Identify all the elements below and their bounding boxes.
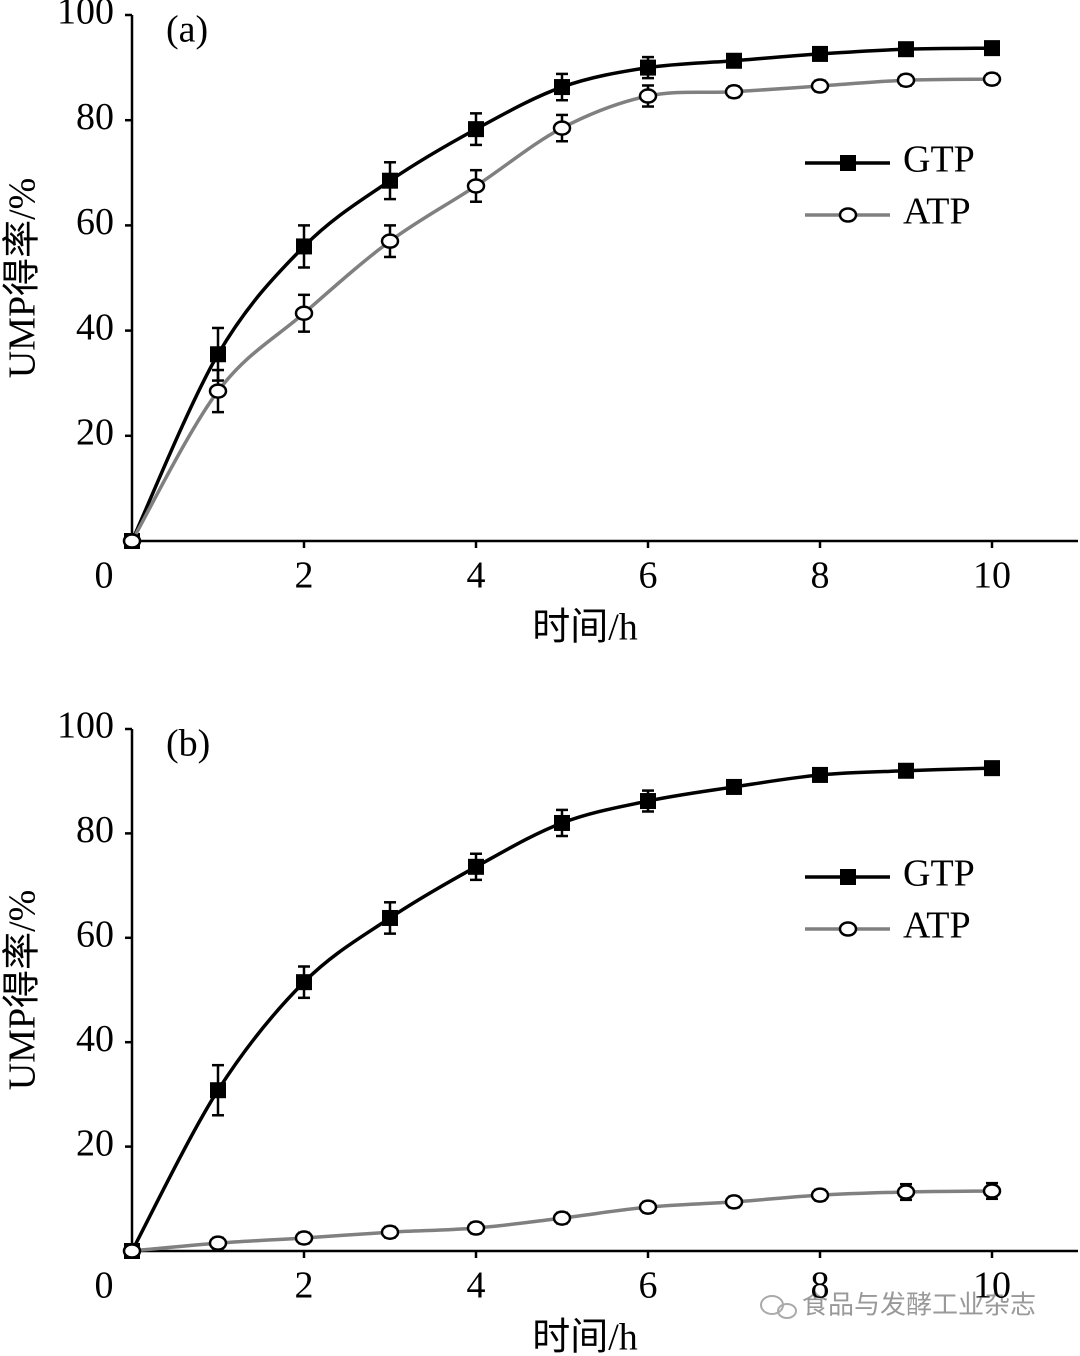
marker bbox=[898, 762, 914, 779]
marker bbox=[468, 121, 484, 138]
watermark-icon bbox=[760, 1295, 797, 1319]
marker bbox=[466, 178, 486, 194]
marker bbox=[724, 1194, 744, 1210]
legend-label: ATP bbox=[903, 191, 971, 233]
marker bbox=[296, 974, 312, 991]
marker bbox=[984, 760, 1000, 777]
panel-label: (b) bbox=[166, 723, 210, 765]
marker bbox=[554, 79, 570, 96]
x-tick-label: 8 bbox=[811, 555, 830, 597]
y-axis-label: UMP得率/% bbox=[2, 178, 44, 379]
legend-label: GTP bbox=[903, 139, 975, 181]
marker bbox=[724, 84, 744, 100]
series-line bbox=[130, 766, 993, 1252]
x-tick-label: 8 bbox=[811, 1265, 830, 1307]
x-tick-label: 0 bbox=[95, 1265, 114, 1307]
marker bbox=[638, 1199, 658, 1215]
marker bbox=[382, 909, 398, 926]
marker bbox=[208, 383, 228, 399]
marker bbox=[210, 1082, 226, 1099]
marker bbox=[810, 78, 830, 94]
y-tick-label: 100 bbox=[57, 0, 114, 33]
marker bbox=[812, 766, 828, 783]
legend-label: ATP bbox=[903, 905, 971, 947]
x-tick-label: 6 bbox=[639, 555, 658, 597]
watermark: 食品与发酵工业杂志 bbox=[802, 1291, 1036, 1321]
marker bbox=[468, 858, 484, 875]
marker bbox=[896, 1184, 916, 1200]
marker bbox=[210, 346, 226, 363]
legend-marker bbox=[840, 155, 856, 171]
y-tick-label: 80 bbox=[76, 809, 114, 851]
legend-marker bbox=[838, 921, 858, 937]
marker bbox=[380, 1224, 400, 1240]
marker bbox=[726, 52, 742, 69]
legend-label: GTP bbox=[903, 853, 975, 895]
marker bbox=[640, 59, 656, 76]
x-tick-label: 0 bbox=[95, 555, 114, 597]
marker bbox=[982, 71, 1002, 87]
x-tick-label: 10 bbox=[973, 555, 1011, 597]
marker bbox=[898, 41, 914, 58]
y-tick-label: 80 bbox=[76, 96, 114, 138]
y-tick-label: 40 bbox=[76, 306, 114, 348]
y-tick-label: 40 bbox=[76, 1018, 114, 1060]
marker bbox=[552, 1210, 572, 1226]
x-tick-label: 6 bbox=[639, 1265, 658, 1307]
marker bbox=[984, 40, 1000, 57]
marker bbox=[810, 1187, 830, 1203]
marker bbox=[896, 72, 916, 88]
y-tick-label: 20 bbox=[76, 1122, 114, 1164]
marker bbox=[208, 1235, 228, 1251]
marker bbox=[122, 533, 142, 549]
panel-label: (a) bbox=[166, 9, 208, 51]
y-tick-label: 20 bbox=[76, 412, 114, 454]
marker bbox=[122, 1243, 142, 1259]
x-tick-label: 2 bbox=[295, 555, 314, 597]
marker bbox=[554, 814, 570, 831]
x-tick-label: 10 bbox=[973, 1265, 1011, 1307]
legend-marker bbox=[838, 207, 858, 223]
marker bbox=[380, 233, 400, 249]
marker bbox=[294, 305, 314, 321]
marker bbox=[552, 120, 572, 136]
marker bbox=[812, 45, 828, 62]
x-tick-label: 2 bbox=[295, 1265, 314, 1307]
x-tick-label: 4 bbox=[467, 1265, 486, 1307]
marker bbox=[466, 1220, 486, 1236]
y-tick-label: 100 bbox=[57, 705, 114, 747]
y-tick-label: 60 bbox=[76, 201, 114, 243]
y-axis-label: UMP得率/% bbox=[2, 890, 44, 1091]
marker bbox=[640, 793, 656, 810]
legend-marker bbox=[840, 869, 856, 885]
marker bbox=[294, 1230, 314, 1246]
x-axis-label: 时间/h bbox=[532, 607, 638, 649]
series-line bbox=[130, 46, 993, 542]
marker bbox=[382, 172, 398, 189]
series-line bbox=[130, 77, 993, 542]
y-tick-label: 60 bbox=[76, 914, 114, 956]
x-tick-label: 4 bbox=[467, 555, 486, 597]
marker bbox=[726, 778, 742, 795]
marker bbox=[982, 1183, 1002, 1199]
x-axis-label: 时间/h bbox=[532, 1317, 638, 1356]
marker bbox=[296, 238, 312, 255]
marker bbox=[638, 88, 658, 104]
